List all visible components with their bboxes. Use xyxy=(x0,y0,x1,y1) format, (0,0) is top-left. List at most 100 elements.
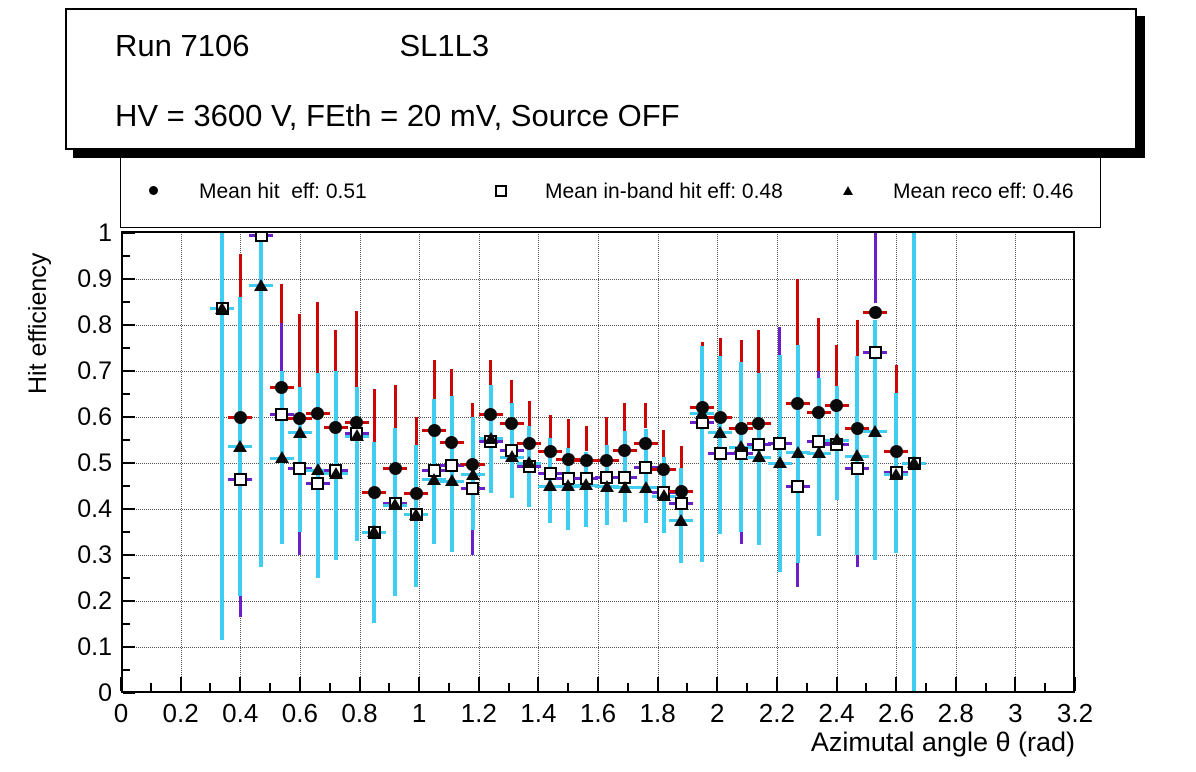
x-major-tick xyxy=(1074,677,1076,691)
title-row-1: Run 7106 SL1L3 xyxy=(115,28,489,64)
x-major-tick xyxy=(477,677,480,691)
error-bar-purple xyxy=(817,371,821,378)
x-tick-label: 0.4 xyxy=(222,698,259,728)
x-tick-label: 1 xyxy=(411,698,427,728)
y-minor-tick xyxy=(123,485,130,487)
x-minor-tick xyxy=(328,683,331,691)
reco-marker xyxy=(579,478,594,491)
hit-marker xyxy=(293,412,307,426)
reco-marker xyxy=(907,456,921,468)
error-bar-red xyxy=(835,344,838,386)
inband-marker xyxy=(445,458,459,472)
x-minor-tick xyxy=(149,683,152,691)
hit-marker xyxy=(791,396,805,410)
hit-marker xyxy=(445,435,459,449)
hit-marker xyxy=(505,417,519,431)
error-bar-cyan xyxy=(297,387,302,532)
x-minor-tick xyxy=(1044,683,1047,691)
y-minor-tick xyxy=(123,439,130,441)
x-minor-tick xyxy=(626,683,629,691)
y-major-tick xyxy=(123,416,135,418)
reco-marker xyxy=(215,301,230,314)
x-tick-label: 2.4 xyxy=(818,698,855,728)
reco-marker xyxy=(599,479,614,492)
x-axis-title: Azimutal angle θ (rad) xyxy=(810,727,1075,757)
hit-marker xyxy=(618,443,632,457)
inband-marker xyxy=(275,408,289,422)
error-bar-red xyxy=(414,417,418,445)
y-major-tick xyxy=(123,692,135,694)
x-major-tick xyxy=(239,677,242,691)
error-bar-red xyxy=(298,313,302,388)
x-tick-label: 3.2 xyxy=(1056,698,1094,728)
y-axis-title: Hit efficiency xyxy=(24,252,52,394)
y-tick-label: 0.7 xyxy=(77,357,112,385)
x-minor-tick xyxy=(805,683,808,691)
reco-marker xyxy=(561,479,576,492)
reco-marker xyxy=(734,440,749,453)
error-bar-red xyxy=(584,426,588,452)
gridline-x xyxy=(180,231,182,693)
inband-marker xyxy=(674,497,688,511)
error-bar-red xyxy=(623,403,627,431)
reco-marker xyxy=(367,525,382,537)
y-tick-label: 1 xyxy=(98,219,112,247)
y-tick-label: 0 xyxy=(98,679,112,707)
x-major-tick xyxy=(835,677,838,691)
reco-marker xyxy=(617,480,632,493)
x-major-tick xyxy=(716,677,719,691)
hit-marker xyxy=(868,305,882,319)
x-major-tick xyxy=(418,677,421,691)
x-tick-label: 2.6 xyxy=(878,698,915,728)
x-major-tick xyxy=(775,677,778,691)
gridline-x xyxy=(657,231,659,693)
reco-marker xyxy=(409,507,424,520)
gridline-x xyxy=(419,231,421,693)
error-bar-purple xyxy=(298,532,302,555)
filled-triangle-icon xyxy=(843,186,853,195)
y-major-tick xyxy=(123,646,135,648)
reco-marker xyxy=(444,474,459,487)
error-bar-cyan xyxy=(449,396,454,552)
reco-marker xyxy=(751,450,766,463)
inband-marker xyxy=(466,481,480,495)
inband-marker xyxy=(293,462,307,476)
y-tick-label: 0.5 xyxy=(77,449,112,477)
error-bar-cyan xyxy=(315,373,320,578)
error-bar-red xyxy=(316,302,320,374)
x-tick-label: 0 xyxy=(113,698,129,728)
open-square-icon xyxy=(495,185,507,197)
x-minor-tick xyxy=(686,683,689,691)
y-major-tick xyxy=(123,324,135,326)
y-major-tick xyxy=(123,554,135,556)
hit-marker xyxy=(329,421,343,435)
x-tick-label: 1.4 xyxy=(520,698,557,728)
plot-area xyxy=(121,231,1075,693)
inband-marker xyxy=(311,477,325,491)
x-major-tick xyxy=(597,677,599,691)
y-tick-label: 0.1 xyxy=(77,633,112,661)
error-bar-purple xyxy=(778,326,782,355)
reco-marker xyxy=(522,456,537,469)
reco-marker xyxy=(427,472,442,485)
x-major-tick xyxy=(1014,677,1017,691)
hit-marker xyxy=(484,408,498,422)
error-bar-red xyxy=(432,359,436,399)
error-bar-red xyxy=(855,320,859,356)
x-tick-label: 1.6 xyxy=(579,698,617,728)
inband-marker xyxy=(254,231,268,242)
error-bar-red xyxy=(548,414,552,438)
reco-marker xyxy=(850,449,865,462)
error-bar-red xyxy=(817,318,821,371)
reco-marker xyxy=(889,467,904,480)
gridline-x xyxy=(1015,231,1017,693)
run-label: Run 7106 xyxy=(115,28,250,63)
legend: Mean hit eff: 0.51 Mean in-band hit eff:… xyxy=(120,157,1101,228)
hit-marker xyxy=(579,454,593,468)
inband-marker xyxy=(868,346,882,360)
inband-marker xyxy=(713,446,727,460)
inband-marker xyxy=(791,480,805,494)
error-bar-purple xyxy=(873,233,877,303)
reco-marker xyxy=(274,451,289,464)
y-minor-tick xyxy=(123,255,130,257)
